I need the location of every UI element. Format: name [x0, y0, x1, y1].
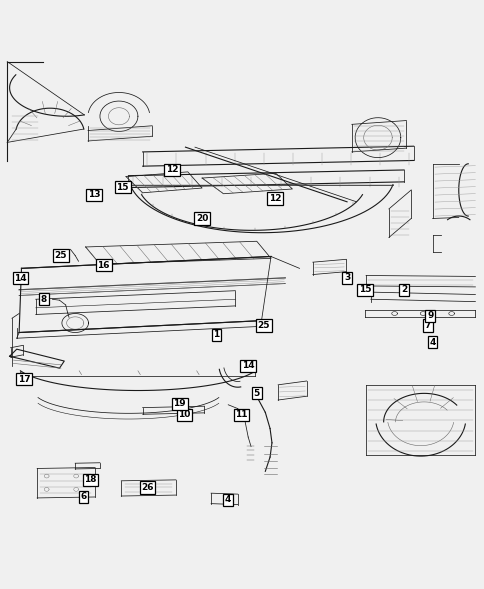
- Text: 14: 14: [242, 361, 254, 370]
- Text: 7: 7: [424, 321, 430, 330]
- Text: 6: 6: [80, 492, 86, 501]
- Text: 10: 10: [178, 411, 190, 419]
- Text: 11: 11: [235, 411, 247, 419]
- Text: 4: 4: [225, 495, 231, 504]
- Text: 18: 18: [84, 475, 96, 484]
- Text: 19: 19: [173, 399, 186, 408]
- Text: 20: 20: [196, 214, 208, 223]
- Text: 25: 25: [257, 321, 270, 330]
- Text: 8: 8: [41, 294, 47, 304]
- Text: 13: 13: [88, 190, 100, 199]
- Text: 9: 9: [426, 312, 433, 320]
- Text: 2: 2: [400, 285, 407, 294]
- Text: 5: 5: [253, 389, 259, 398]
- Text: 12: 12: [166, 166, 178, 174]
- Text: 4: 4: [428, 337, 435, 346]
- Text: 15: 15: [358, 285, 371, 294]
- Text: 14: 14: [14, 274, 27, 283]
- Text: 17: 17: [17, 375, 30, 383]
- Text: 26: 26: [141, 483, 153, 492]
- Text: 16: 16: [97, 260, 110, 270]
- Text: 25: 25: [55, 251, 67, 260]
- Text: 1: 1: [213, 330, 219, 339]
- Text: 15: 15: [116, 183, 129, 191]
- Text: 3: 3: [343, 273, 349, 282]
- Text: 12: 12: [268, 194, 281, 203]
